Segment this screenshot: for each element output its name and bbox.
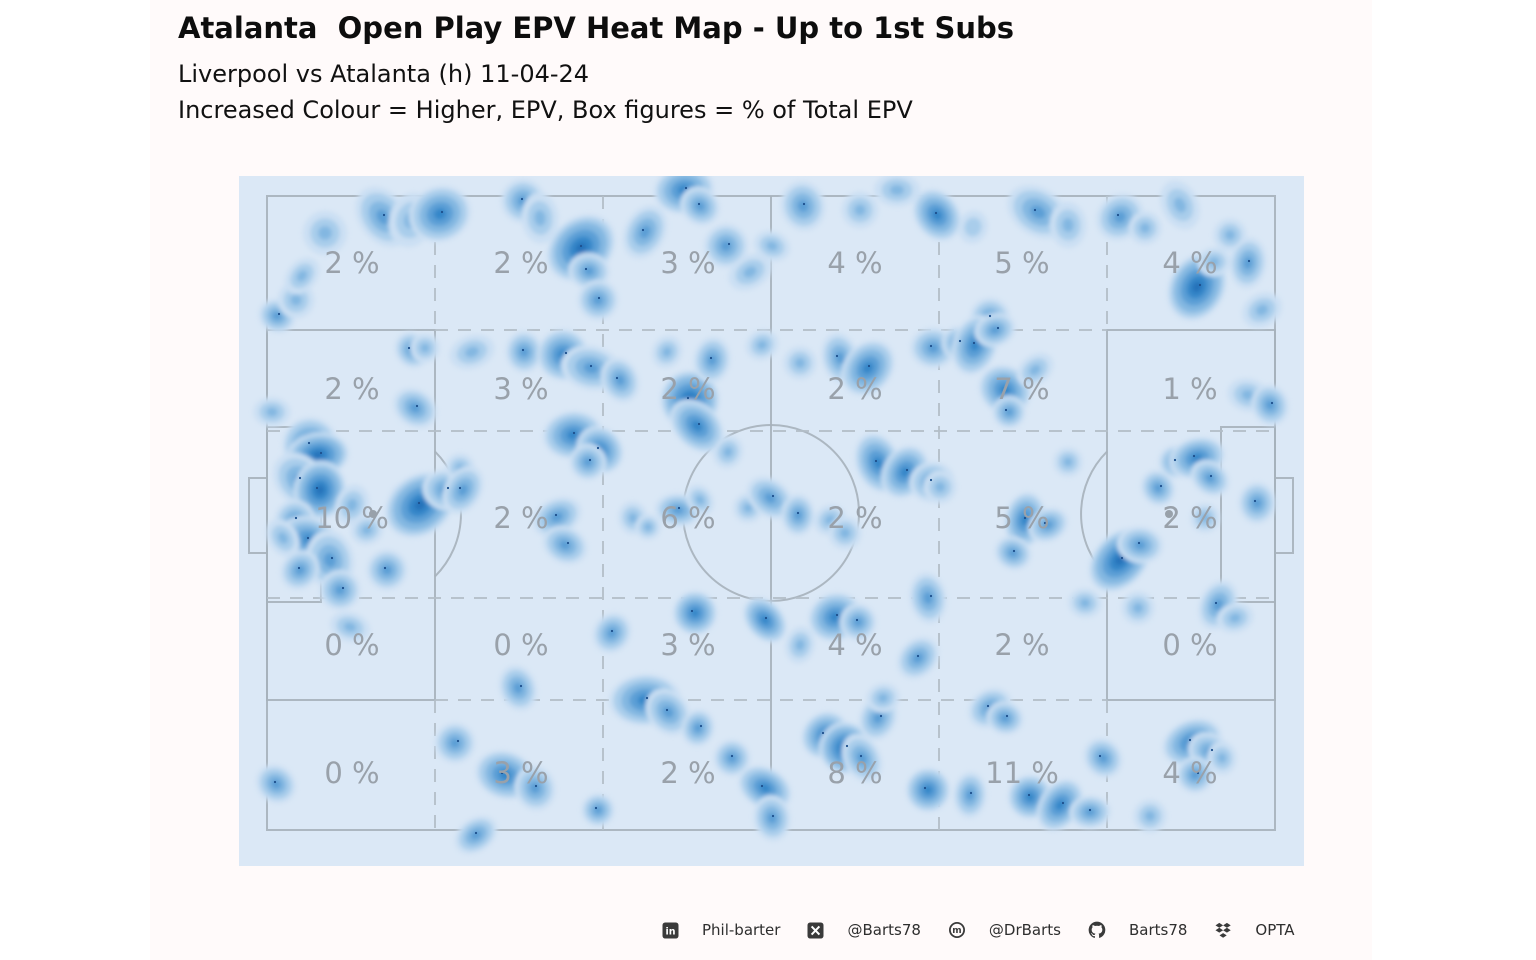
- zone-label-r1c3: 3 %: [660, 246, 715, 280]
- zone-label-r2c2: 3 %: [493, 372, 548, 406]
- zone-label-r4c5: 2 %: [994, 628, 1049, 662]
- right-goal: [1274, 477, 1294, 554]
- zone-label-r5c5: 11 %: [985, 756, 1059, 790]
- credit-mastodon-label: @DrBarts: [988, 921, 1061, 939]
- credit-x-label: @Barts78: [847, 921, 921, 939]
- credit-dropbox-label: OPTA: [1255, 921, 1295, 939]
- zone-label-r3c3: 6 %: [660, 501, 715, 535]
- zone-label-r5c4: 8 %: [827, 756, 882, 790]
- mastodon-icon: m: [948, 922, 965, 938]
- zone-label-r1c1: 2 %: [324, 246, 379, 280]
- dropbox-icon: [1215, 922, 1232, 938]
- pitch-panel: 2 % 2 % 3 % 4 % 5 % 4 % 2 % 3 % 2 % 2 % 7 % 1 % 10 %…: [239, 176, 1304, 866]
- zone-label-r5c2: 3 %: [493, 756, 548, 790]
- credits-bar: in Phil-barter @Barts78 m @DrBarts Barts…: [662, 921, 1295, 939]
- epv-heatmap: 2 % 2 % 3 % 4 % 5 % 4 % 2 % 3 % 2 % 2 % 7 % 1 % 10 %…: [248, 176, 1294, 855]
- chart-note: Increased Colour = Higher, EPV, Box figu…: [178, 96, 913, 124]
- zone-label-r1c6: 4 %: [1162, 246, 1217, 280]
- zone-label-r4c1: 0 %: [324, 628, 379, 662]
- zone-label-r3c5: 5 %: [994, 501, 1049, 535]
- zone-label-r5c1: 0 %: [324, 756, 379, 790]
- event-point-specks: [273, 186, 1274, 835]
- x-icon: [807, 922, 824, 938]
- zone-label-r4c4: 4 %: [827, 628, 882, 662]
- left-penalty-spot: [369, 510, 377, 518]
- svg-text:in: in: [665, 926, 675, 937]
- credit-github: Barts78: [1088, 921, 1187, 939]
- heat-blobs: [252, 176, 1290, 855]
- right-penalty-spot: [1165, 510, 1173, 518]
- zone-label-r1c2: 2 %: [493, 246, 548, 280]
- zone-label-r2c6: 1 %: [1162, 372, 1217, 406]
- linkedin-icon: in: [662, 922, 679, 938]
- figure: Atalanta Open Play EPV Heat Map - Up to …: [150, 0, 1372, 960]
- credit-linkedin-label: Phil-barter: [702, 921, 781, 939]
- zone-label-r2c5: 7 %: [994, 372, 1049, 406]
- zone-label-r3c1: 10 %: [315, 501, 389, 535]
- zone-label-r4c2: 0 %: [493, 628, 548, 662]
- zone-label-r3c2: 2 %: [493, 501, 548, 535]
- svg-text:m: m: [952, 926, 961, 936]
- zone-label-r2c3: 2 %: [660, 372, 715, 406]
- zone-label-r4c6: 0 %: [1162, 628, 1217, 662]
- zone-percent-labels: 2 % 2 % 3 % 4 % 5 % 4 % 2 % 3 % 2 % 2 % 7 % 1 % 10 %…: [315, 246, 1217, 790]
- zone-label-r2c4: 2 %: [827, 372, 882, 406]
- zone-label-r3c6: 2 %: [1162, 501, 1217, 535]
- chart-title: Atalanta Open Play EPV Heat Map - Up to …: [178, 11, 1015, 45]
- credit-x: @Barts78: [807, 921, 921, 939]
- github-icon: [1088, 921, 1106, 938]
- penalty-spots: [369, 510, 1173, 518]
- zone-label-r5c3: 2 %: [660, 756, 715, 790]
- left-goal: [248, 477, 268, 554]
- zone-label-r5c6: 4 %: [1162, 756, 1217, 790]
- credit-dropbox: OPTA: [1214, 921, 1295, 939]
- credit-github-label: Barts78: [1128, 921, 1188, 939]
- zone-label-r1c4: 4 %: [827, 246, 882, 280]
- credit-linkedin: in Phil-barter: [662, 921, 780, 939]
- zone-label-r4c3: 3 %: [660, 628, 715, 662]
- chart-subtitle: Liverpool vs Atalanta (h) 11-04-24: [178, 60, 590, 88]
- zone-label-r2c1: 2 %: [324, 372, 379, 406]
- credit-mastodon: m @DrBarts: [948, 921, 1061, 939]
- zone-label-r1c5: 5 %: [994, 246, 1049, 280]
- zone-label-r3c4: 2 %: [827, 501, 882, 535]
